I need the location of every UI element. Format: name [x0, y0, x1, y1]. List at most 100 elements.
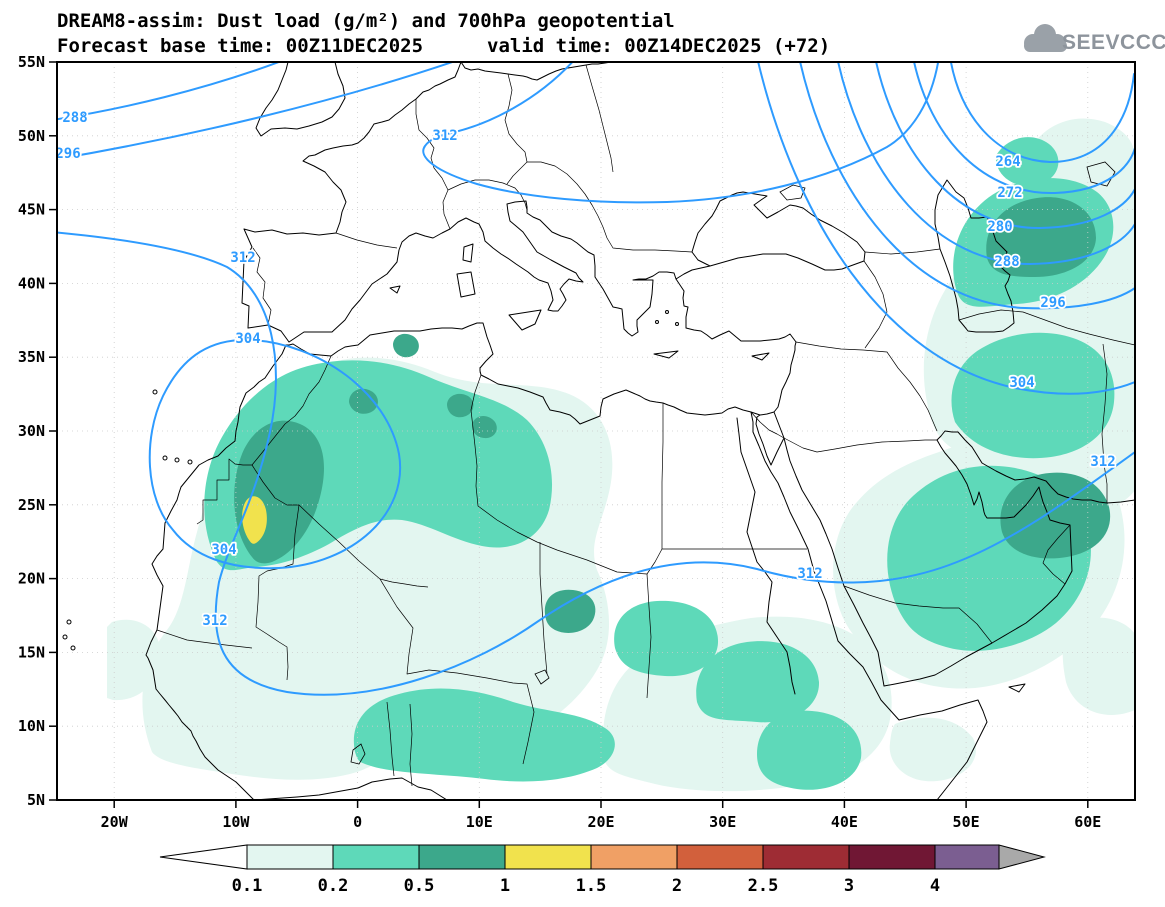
- coastline-mediterranean-north: [288, 191, 866, 343]
- canary-island: [187, 459, 193, 465]
- colorbar-tick-label: 1.5: [576, 876, 607, 896]
- contour-312-europe: [422, 62, 940, 204]
- dust-region: [986, 197, 1096, 277]
- cape-verde-island: [70, 645, 76, 651]
- border-line: [156, 629, 253, 649]
- island-corsica: [462, 243, 474, 263]
- colorbar-tick-label: 2.5: [748, 876, 779, 896]
- aegean-island: [655, 320, 659, 324]
- contour-304-east: [757, 62, 1135, 395]
- border-line: [504, 73, 528, 185]
- madeira-island: [152, 389, 158, 395]
- coastline-gulf-of-guinea: [253, 777, 448, 800]
- coastline-baltic: [460, 62, 612, 81]
- geopotential-contours: [57, 62, 1135, 696]
- y-tick-label: 55N: [18, 53, 45, 71]
- x-axis: 20W 10W 0 10E 20E 30E 40E 50E 60E: [101, 800, 1101, 831]
- lake-chad: [534, 669, 550, 685]
- colorbar-tick-label: 0.5: [404, 876, 435, 896]
- border-line: [252, 247, 272, 326]
- colorbar-right-arrow: [998, 844, 1046, 870]
- coastline-turkey-levant-africa: [285, 278, 797, 425]
- geopotential-contour-label: 280: [987, 219, 1012, 235]
- colorbar-tick-label: 0.2: [318, 876, 349, 896]
- colorbar-segment: [762, 844, 850, 870]
- coastline-caspian-sea: [934, 179, 1015, 333]
- dust-region: [544, 589, 596, 633]
- dust-region: [107, 619, 161, 701]
- y-tick-label: 45N: [18, 201, 45, 219]
- dust-region: [447, 393, 474, 418]
- geopotential-contour-label: 288: [62, 110, 87, 126]
- aegean-island: [675, 322, 679, 326]
- island-socotra: [1008, 683, 1026, 693]
- coastline-west-africa: [145, 344, 287, 800]
- contour-296-east: [799, 62, 1135, 310]
- geopotential-contour-label: 312: [432, 128, 457, 144]
- colorbar: 0.1 0.2 0.5 1 1.5 2 2.5 3 4: [159, 844, 1046, 896]
- canary-island: [174, 457, 180, 463]
- colorbar-left-arrow: [159, 844, 248, 870]
- page-title: DREAM8-assim: Dust load (g/m²) and 700hP…: [57, 10, 675, 32]
- geopotential-contour-label: 296: [55, 146, 80, 162]
- border-line: [585, 64, 614, 173]
- geopotential-contour-label: 304: [211, 542, 236, 558]
- coastline-england: [255, 62, 346, 137]
- dust-region: [160, 690, 198, 725]
- dust-region: [614, 600, 719, 677]
- dust-region: [1062, 617, 1135, 715]
- y-tick-label: 25N: [18, 496, 45, 514]
- geopotential-contour-label: 304: [235, 331, 260, 347]
- dust-fill-0.5: [234, 197, 1111, 633]
- x-tick-label: 50E: [953, 813, 980, 831]
- contour-288: [57, 62, 282, 121]
- logo-text: SEEVCCC: [1062, 31, 1165, 54]
- dust-region: [393, 333, 419, 358]
- x-tick-label: 40E: [831, 813, 858, 831]
- y-tick-label: 15N: [18, 643, 45, 661]
- colorbar-segment: [934, 844, 1000, 870]
- border-line: [750, 411, 937, 453]
- border-line: [255, 504, 300, 681]
- dust-region: [1000, 472, 1111, 559]
- coastline-sinai: [755, 411, 785, 466]
- border-line: [646, 573, 652, 699]
- border-line: [1101, 343, 1108, 503]
- island-crete: [653, 350, 679, 359]
- border-line: [379, 578, 535, 765]
- dust-region: [696, 641, 820, 723]
- island-sardinia: [456, 271, 476, 298]
- contour-296: [57, 62, 456, 161]
- border-line: [795, 341, 938, 432]
- geopotential-contour-label: 312: [797, 566, 822, 582]
- dust-region: [757, 710, 862, 790]
- y-tick-label: 40N: [18, 274, 45, 292]
- y-tick-label: 30N: [18, 422, 45, 440]
- contour-280: [875, 62, 1135, 230]
- colorbar-tick-label: 1: [500, 876, 510, 896]
- border-line: [196, 355, 332, 525]
- cape-verde-island: [62, 634, 68, 640]
- border-line: [863, 260, 888, 349]
- colorbar-segment: [246, 844, 334, 870]
- dust-region-hotspot: [242, 496, 267, 544]
- x-tick-label: 30E: [709, 813, 736, 831]
- geopotential-contour-label: 288: [994, 254, 1019, 270]
- contour-264: [949, 62, 1135, 164]
- colorbar-segment: [590, 844, 678, 870]
- colorbar-segment: [676, 844, 764, 870]
- y-tick-label: 35N: [18, 348, 45, 366]
- island-sicily: [508, 309, 542, 331]
- y-tick-label: 50N: [18, 127, 45, 145]
- y-axis: 55N 50N 45N 40N 35N 30N 25N 20N 15N 10N 5N: [18, 53, 57, 809]
- geopotential-contour-label: 296: [1040, 295, 1065, 311]
- colorbar-tick-label: 2: [672, 876, 682, 896]
- lake-volta: [350, 743, 366, 765]
- colorbar-tick-label: 3: [844, 876, 854, 896]
- border-line: [447, 179, 528, 211]
- colorbar-segment: [332, 844, 420, 870]
- x-tick-label: 20W: [101, 813, 129, 831]
- y-tick-label: 5N: [27, 791, 45, 809]
- border-line: [661, 403, 807, 550]
